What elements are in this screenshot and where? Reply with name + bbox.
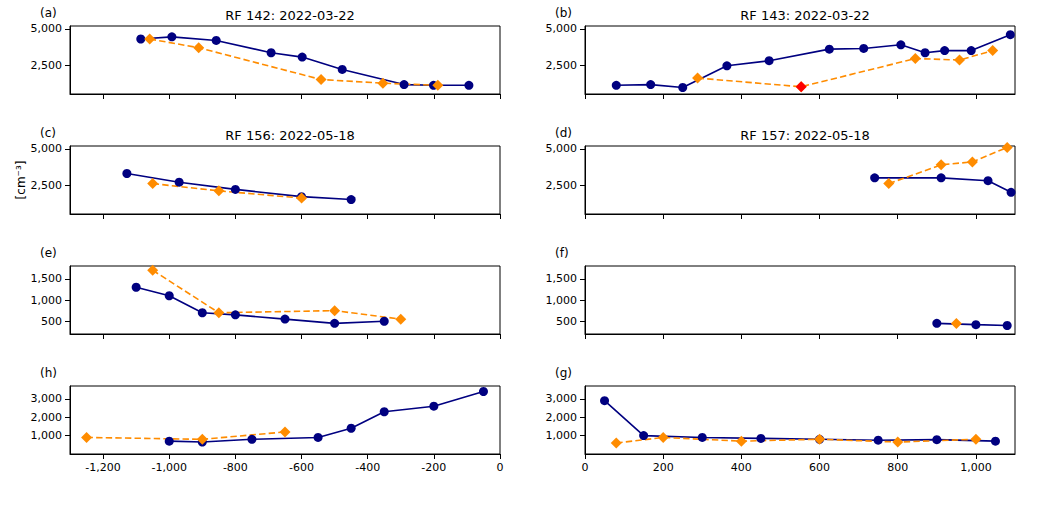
svg-text:1,000: 1,000 (31, 429, 63, 442)
svg-text:5,000: 5,000 (546, 142, 578, 155)
svg-text:RF 157: 2022-05-18: RF 157: 2022-05-18 (740, 128, 870, 143)
svg-text:5,000: 5,000 (31, 142, 63, 155)
svg-text:[cm⁻³]: [cm⁻³] (14, 161, 28, 200)
svg-text:(a): (a) (40, 6, 57, 20)
svg-text:1,500: 1,500 (31, 272, 63, 285)
svg-text:800: 800 (887, 461, 908, 474)
svg-text:400: 400 (731, 461, 752, 474)
svg-text:1,000: 1,000 (546, 429, 578, 442)
svg-text:-800: -800 (223, 461, 248, 474)
svg-text:RF 143: 2022-03-22: RF 143: 2022-03-22 (740, 8, 870, 23)
svg-text:2,000: 2,000 (546, 411, 578, 424)
svg-text:2,500: 2,500 (31, 59, 63, 72)
svg-text:2,500: 2,500 (546, 179, 578, 192)
svg-text:600: 600 (809, 461, 830, 474)
svg-text:200: 200 (653, 461, 674, 474)
svg-text:-400: -400 (355, 461, 380, 474)
svg-text:(e): (e) (40, 246, 57, 260)
svg-text:1,000: 1,000 (546, 294, 578, 307)
svg-text:(g): (g) (555, 366, 572, 380)
svg-text:(h): (h) (40, 366, 57, 380)
svg-text:2,000: 2,000 (31, 411, 63, 424)
svg-text:1,500: 1,500 (546, 272, 578, 285)
svg-text:-1,200: -1,200 (85, 461, 120, 474)
svg-text:5,000: 5,000 (31, 22, 63, 35)
svg-text:-1,000: -1,000 (151, 461, 186, 474)
svg-text:5,000: 5,000 (546, 22, 578, 35)
svg-text:(c): (c) (40, 126, 56, 140)
svg-text:0: 0 (497, 461, 504, 474)
svg-text:(f): (f) (555, 246, 569, 260)
svg-text:3,000: 3,000 (31, 392, 63, 405)
svg-text:500: 500 (556, 315, 577, 328)
svg-text:-600: -600 (289, 461, 314, 474)
svg-text:2,500: 2,500 (31, 179, 63, 192)
svg-text:500: 500 (41, 315, 62, 328)
svg-text:-200: -200 (421, 461, 446, 474)
svg-text:1,000: 1,000 (960, 461, 992, 474)
svg-text:2,500: 2,500 (546, 59, 578, 72)
svg-text:0: 0 (582, 461, 589, 474)
svg-text:RF 142: 2022-03-22: RF 142: 2022-03-22 (225, 8, 355, 23)
svg-text:(d): (d) (555, 126, 572, 140)
svg-text:RF 156: 2022-05-18: RF 156: 2022-05-18 (225, 128, 355, 143)
svg-text:1,000: 1,000 (31, 294, 63, 307)
svg-text:(b): (b) (555, 6, 572, 20)
svg-text:3,000: 3,000 (546, 392, 578, 405)
